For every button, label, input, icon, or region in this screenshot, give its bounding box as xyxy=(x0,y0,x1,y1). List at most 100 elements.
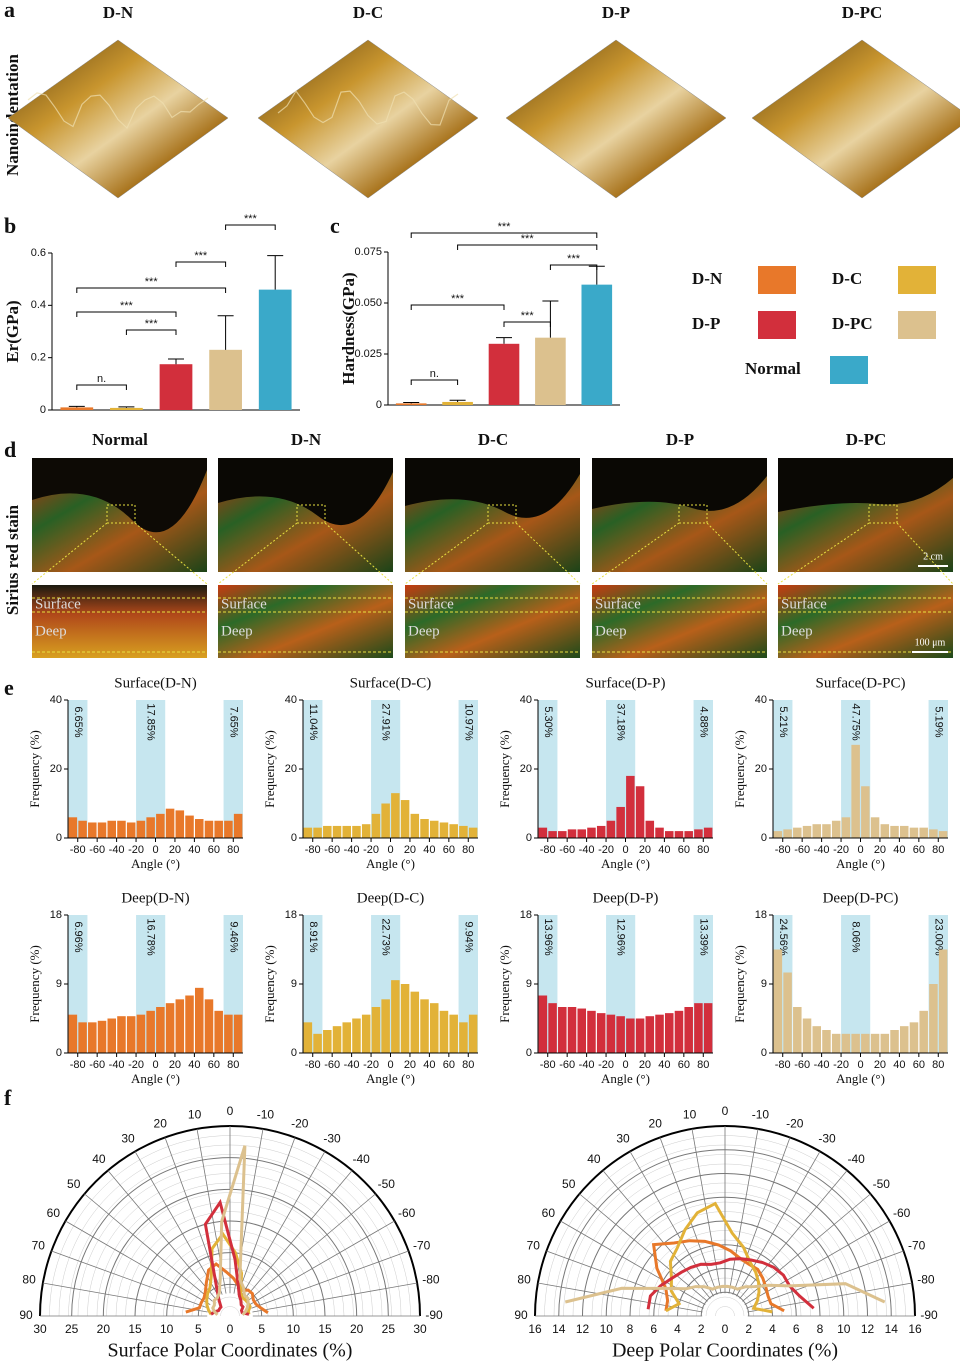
x-tick-label: 20 xyxy=(639,844,651,856)
theta-tick-label: 80 xyxy=(22,1273,36,1287)
zoom-lines xyxy=(591,522,768,585)
histogram-bar xyxy=(635,1018,645,1053)
significance-label: *** xyxy=(521,310,535,322)
chart-title: Deep(D-C) xyxy=(357,890,424,906)
y-tick-label: 18 xyxy=(755,909,767,921)
theta-tick-label: 40 xyxy=(92,1152,106,1166)
histogram-bar xyxy=(577,1008,587,1053)
band-label: 23.00% xyxy=(932,918,944,956)
theta-tick-label: 90 xyxy=(514,1308,528,1322)
histogram-bar xyxy=(783,829,792,838)
histogram-bar xyxy=(664,1013,674,1053)
image-title: D-N xyxy=(103,3,134,22)
radial-grid xyxy=(251,1250,409,1309)
histogram-bar xyxy=(175,999,185,1053)
x-tick-label: -60 xyxy=(794,1059,810,1071)
polar-line xyxy=(211,1145,250,1316)
radial-grid xyxy=(659,1137,718,1295)
x-tick-label: -20 xyxy=(598,1059,614,1071)
y-axis-label: Hardness(GPa) xyxy=(339,272,358,384)
x-tick-label: 20 xyxy=(874,844,886,856)
surface-image xyxy=(257,39,479,199)
histogram-bar xyxy=(156,1007,165,1053)
histogram-bar xyxy=(577,829,587,838)
y-tick-label: 0 xyxy=(526,1047,532,1059)
x-tick-label: 60 xyxy=(913,844,925,856)
histogram-bar xyxy=(214,1010,223,1053)
x-tick-label: 0 xyxy=(152,1059,158,1071)
radial-grid xyxy=(691,1128,722,1294)
polar-line xyxy=(203,1198,250,1316)
x-tick-label: 0 xyxy=(152,844,158,856)
histogram-bar xyxy=(773,831,783,838)
polar-line xyxy=(185,1262,269,1314)
r-tick-label: 14 xyxy=(552,1322,566,1336)
histogram-bar xyxy=(919,1010,928,1053)
histogram-bar xyxy=(371,1007,381,1053)
radial-grid xyxy=(107,1170,216,1299)
histogram-bar xyxy=(831,1033,841,1053)
histogram-bar xyxy=(703,827,713,838)
x-tick-label: 40 xyxy=(893,1059,905,1071)
zoom-box xyxy=(678,504,708,524)
band-label: 12.96% xyxy=(615,918,627,956)
r-tick-label: 30 xyxy=(33,1322,47,1336)
theta-tick-label: 20 xyxy=(154,1116,168,1130)
histogram-bar xyxy=(468,1014,478,1053)
highlight-band xyxy=(458,700,478,838)
histogram-bar xyxy=(890,1030,899,1053)
legend-label: D-N xyxy=(692,269,723,288)
x-axis-label: Angle (°) xyxy=(131,1071,180,1086)
histogram-bar xyxy=(361,824,371,838)
band-label: 6.65% xyxy=(72,706,84,737)
theta-tick-label: -20 xyxy=(786,1116,804,1130)
x-axis-label: Angle (°) xyxy=(836,856,885,871)
radial-grid xyxy=(247,1193,376,1302)
y-tick-label: 0 xyxy=(291,832,297,844)
legend-swatch xyxy=(898,266,936,294)
bar xyxy=(488,343,520,405)
x-tick-label: 80 xyxy=(462,844,474,856)
histogram-bar xyxy=(596,825,606,838)
y-axis-label: Er(GPa) xyxy=(3,300,22,362)
y-axis-label: Frequency (%) xyxy=(27,945,42,1023)
theta-tick-label: -80 xyxy=(422,1273,440,1287)
theta-tick-label: 0 xyxy=(227,1104,234,1118)
highlight-band xyxy=(693,700,713,838)
histogram-bar xyxy=(802,825,812,838)
histogram-bar xyxy=(558,1007,567,1053)
zoom-lines xyxy=(31,522,208,585)
histogram-bar xyxy=(890,825,899,838)
x-tick-label: 40 xyxy=(658,1059,670,1071)
y-tick-label: 0 xyxy=(376,399,382,411)
y-axis-label: Frequency (%) xyxy=(262,945,277,1023)
histogram-bar xyxy=(204,999,214,1053)
x-tick-label: -20 xyxy=(128,844,144,856)
histogram-bar xyxy=(558,831,567,838)
y-tick-label: 40 xyxy=(520,694,532,706)
band-label: 24.56% xyxy=(777,918,789,956)
radial-grid xyxy=(252,1282,418,1313)
histogram-bar xyxy=(909,827,919,838)
histogram-bar xyxy=(136,820,146,838)
histogram-bar xyxy=(342,1022,352,1053)
histogram-bar xyxy=(68,817,78,838)
image-title: D-N xyxy=(291,430,322,449)
histogram-bar xyxy=(352,825,361,838)
histogram-bar xyxy=(538,995,548,1053)
band-label: 5.19% xyxy=(932,706,944,737)
histogram-bar xyxy=(194,987,204,1053)
significance-bracket xyxy=(76,311,177,317)
x-tick-label: -60 xyxy=(559,844,575,856)
scale-label: 2 cm xyxy=(923,551,943,562)
radial-grid xyxy=(42,1282,208,1313)
y-tick-label: 0.2 xyxy=(31,352,46,364)
x-tick-label: 60 xyxy=(678,844,690,856)
r-tick-label: 12 xyxy=(861,1322,875,1336)
histogram-bar xyxy=(429,820,439,838)
histogram-bar xyxy=(567,1007,577,1053)
polar-line xyxy=(564,1282,886,1304)
histogram-bar xyxy=(703,1003,713,1053)
significance-label: *** xyxy=(451,293,465,305)
x-axis-label: Angle (°) xyxy=(836,1071,885,1086)
